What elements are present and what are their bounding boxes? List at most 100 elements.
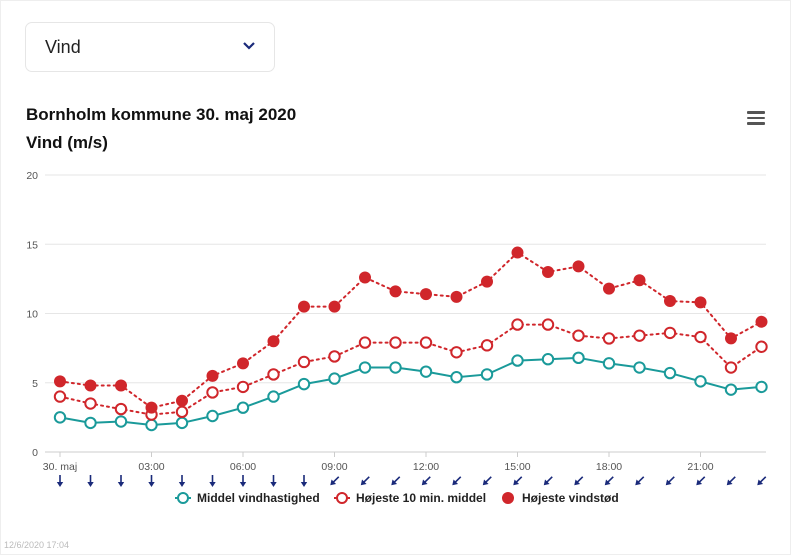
data-point	[694, 375, 707, 388]
data-point	[114, 402, 128, 416]
data-point	[694, 296, 707, 309]
y-tick-label: 20	[26, 170, 38, 182]
data-point	[450, 346, 463, 359]
x-tick-label: 06:00	[230, 461, 256, 473]
data-point	[267, 390, 280, 403]
legend-label: Højeste vindstød	[522, 491, 619, 505]
legend-symbol	[177, 492, 189, 504]
wind-arrow-icon	[665, 476, 675, 486]
chart-title: Bornholm kommune 30. maj 2020	[26, 105, 297, 124]
wind-arrow-head	[178, 482, 186, 487]
wind-arrow-icon	[209, 475, 216, 487]
wind-arrow-icon	[757, 476, 767, 486]
wind-arrow-icon	[543, 476, 553, 486]
data-point	[694, 330, 707, 344]
wind-arrow-icon	[56, 475, 64, 487]
data-point	[328, 300, 341, 313]
data-point	[206, 369, 219, 382]
data-point	[663, 366, 677, 380]
data-point	[358, 361, 372, 374]
wind-arrow-icon	[300, 475, 308, 487]
legend-item: Højeste 10 min. middel	[334, 491, 486, 505]
data-point	[298, 300, 310, 313]
data-point	[542, 265, 554, 278]
series-line	[59, 356, 763, 426]
data-point	[175, 416, 189, 430]
wind-arrow-head	[330, 479, 337, 486]
data-point	[419, 365, 433, 378]
data-point	[633, 361, 646, 374]
y-tick-label: 0	[32, 447, 38, 459]
data-point	[358, 336, 372, 349]
data-point	[724, 383, 738, 396]
wind-arrow-head	[421, 479, 428, 486]
wind-arrow-icon	[452, 476, 462, 486]
data-point	[602, 332, 616, 345]
data-point	[572, 351, 585, 365]
data-point	[602, 357, 616, 370]
data-point	[481, 275, 493, 288]
data-point	[450, 290, 463, 303]
data-point	[389, 361, 402, 374]
legend-label: Middel vindhastighed	[197, 491, 320, 505]
wind-arrow-icon	[360, 476, 370, 486]
x-tick-label: 03:00	[138, 461, 164, 473]
chevron-down-icon	[243, 42, 255, 50]
data-point	[725, 332, 737, 345]
data-point	[53, 411, 67, 424]
wind-arrow-icon	[330, 476, 340, 486]
wind-arrow-head	[56, 482, 64, 487]
wind-arrow-icon	[178, 475, 186, 487]
data-point	[176, 394, 188, 407]
data-point	[450, 371, 463, 384]
legend-symbol	[502, 492, 514, 504]
data-point	[420, 288, 432, 301]
data-point	[328, 350, 341, 363]
x-tick-label: 12:00	[413, 461, 439, 473]
wind-arrow-icon	[513, 476, 523, 486]
wind-arrow-head	[239, 482, 247, 487]
y-tick-label: 15	[26, 239, 38, 251]
wind-arrow-head	[300, 482, 308, 487]
wind-arrow-head	[543, 479, 550, 486]
wind-arrow-icon	[87, 475, 94, 487]
wind-arrow-head	[452, 479, 459, 486]
data-point	[755, 380, 768, 394]
data-point	[145, 418, 158, 432]
data-point	[389, 285, 402, 298]
parameter-select-value: Vind	[45, 37, 81, 57]
data-point	[359, 271, 371, 284]
data-point	[54, 375, 66, 388]
data-point	[206, 409, 219, 423]
data-point	[480, 368, 494, 381]
data-point	[511, 246, 524, 259]
wind-arrow-head	[117, 482, 125, 487]
hamburger-menu-icon[interactable]	[747, 111, 765, 125]
y-tick-label: 5	[32, 378, 38, 390]
x-tick-label: 30. maj	[43, 461, 77, 473]
wind-arrow-head	[482, 479, 489, 486]
legend-label: Højeste 10 min. middel	[356, 491, 486, 505]
data-point	[572, 260, 585, 273]
wind-arrow-icon	[270, 475, 277, 487]
wind-arrow-head	[574, 479, 581, 486]
wind-arrow-head	[665, 479, 672, 486]
data-point	[663, 326, 677, 340]
data-point	[633, 274, 646, 287]
wind-arrow-head	[87, 482, 94, 487]
wind-arrow-head	[604, 479, 611, 486]
data-point	[206, 386, 219, 399]
data-point	[236, 401, 250, 414]
data-point	[480, 339, 494, 352]
wind-arrow-icon	[148, 475, 155, 487]
parameter-select[interactable]: Vind	[25, 22, 275, 72]
data-point	[145, 401, 158, 414]
x-tick-label: 21:00	[687, 461, 713, 473]
timestamp: 12/6/2020 17:04	[4, 540, 70, 550]
data-point	[633, 329, 646, 342]
wind-chart: 0 5 10 15 20 30. maj 03:00 06:00 09:00 12:00 15:00…	[26, 170, 768, 505]
data-point	[755, 340, 768, 353]
wind-arrow-icon	[239, 475, 247, 487]
wind-arrow-icon	[482, 476, 492, 486]
wind-arrow-icon	[117, 475, 125, 487]
